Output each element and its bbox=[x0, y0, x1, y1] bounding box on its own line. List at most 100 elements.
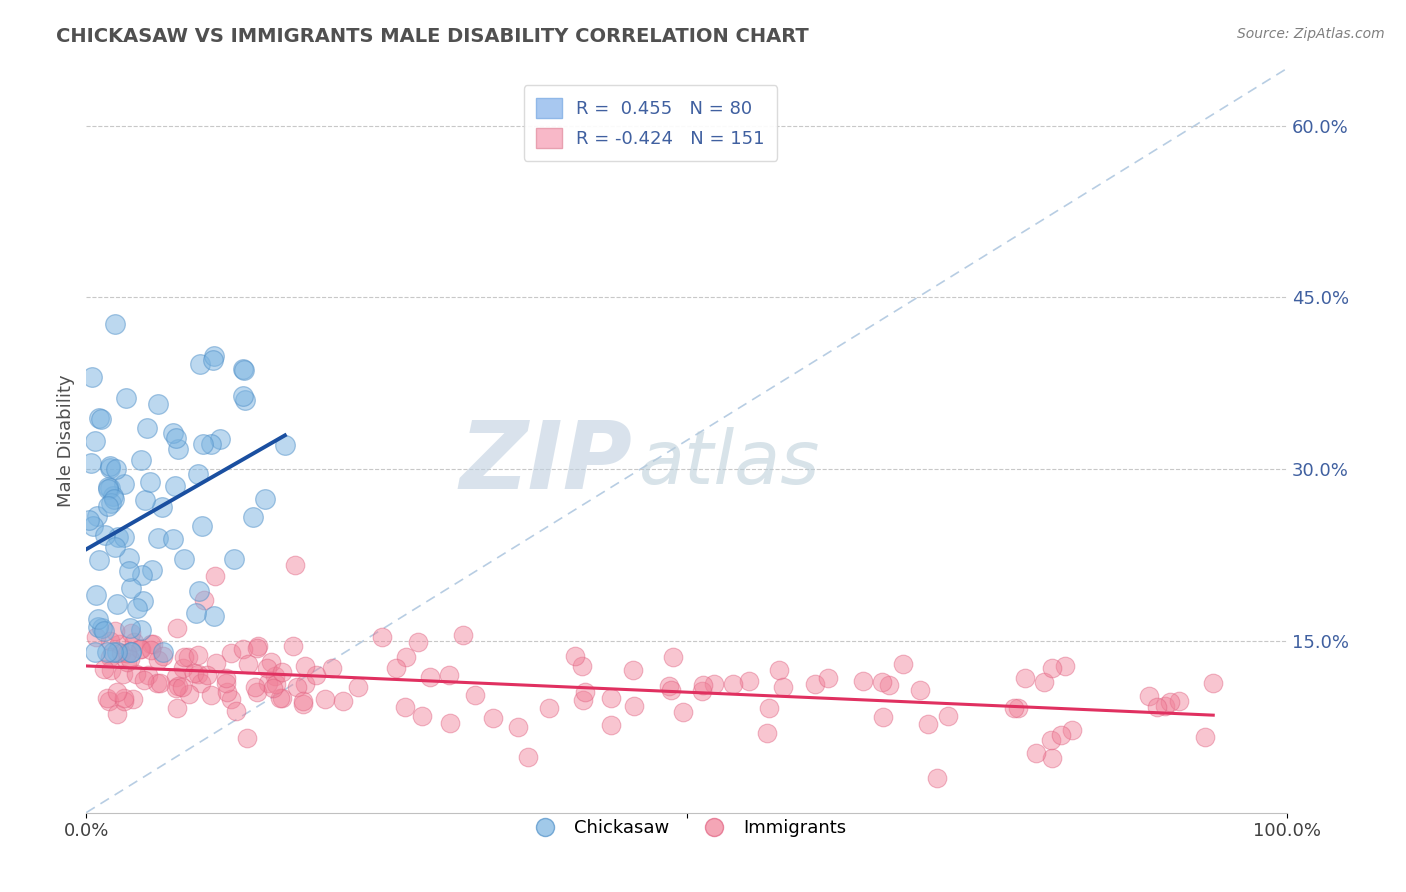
Point bbox=[1194, 730, 1216, 744]
Point bbox=[146, 675, 169, 690]
Point bbox=[139, 475, 162, 490]
Point bbox=[98, 458, 121, 473]
Point bbox=[120, 626, 142, 640]
Point bbox=[772, 680, 794, 694]
Point bbox=[200, 688, 222, 702]
Point bbox=[262, 681, 284, 695]
Point bbox=[166, 701, 188, 715]
Point bbox=[572, 692, 595, 706]
Point bbox=[193, 592, 215, 607]
Point bbox=[285, 680, 308, 694]
Point bbox=[659, 682, 682, 697]
Point bbox=[723, 677, 745, 691]
Point bbox=[215, 676, 238, 690]
Point bbox=[872, 675, 894, 690]
Point bbox=[162, 533, 184, 547]
Point bbox=[217, 685, 239, 699]
Point bbox=[439, 715, 461, 730]
Point bbox=[394, 700, 416, 714]
Point bbox=[1002, 701, 1025, 715]
Point bbox=[112, 530, 135, 544]
Point bbox=[129, 623, 152, 637]
Y-axis label: Male Disability: Male Disability bbox=[58, 375, 75, 507]
Point bbox=[246, 685, 269, 699]
Point bbox=[703, 677, 725, 691]
Point bbox=[517, 750, 540, 764]
Point bbox=[93, 528, 115, 542]
Point bbox=[232, 362, 254, 376]
Point bbox=[1168, 693, 1191, 707]
Point bbox=[1053, 659, 1076, 673]
Point bbox=[162, 425, 184, 440]
Point bbox=[190, 675, 212, 690]
Point bbox=[219, 647, 242, 661]
Point bbox=[1040, 751, 1063, 765]
Point bbox=[187, 583, 209, 598]
Point bbox=[136, 668, 159, 682]
Point bbox=[385, 661, 408, 675]
Point bbox=[269, 691, 291, 706]
Point bbox=[395, 650, 418, 665]
Point bbox=[451, 627, 474, 641]
Point bbox=[877, 678, 900, 692]
Point bbox=[804, 677, 827, 691]
Point bbox=[537, 700, 560, 714]
Point bbox=[242, 509, 264, 524]
Point bbox=[103, 489, 125, 503]
Point bbox=[908, 683, 931, 698]
Point bbox=[936, 709, 959, 723]
Point bbox=[186, 606, 208, 620]
Point bbox=[84, 434, 107, 448]
Point bbox=[170, 680, 193, 694]
Text: ZIP: ZIP bbox=[460, 417, 633, 508]
Point bbox=[419, 670, 441, 684]
Point bbox=[166, 442, 188, 457]
Point bbox=[98, 461, 121, 475]
Point bbox=[281, 639, 304, 653]
Point bbox=[671, 706, 693, 720]
Point bbox=[1050, 728, 1073, 742]
Point bbox=[131, 568, 153, 582]
Point bbox=[97, 482, 120, 496]
Point bbox=[118, 651, 141, 665]
Point bbox=[84, 645, 107, 659]
Point bbox=[177, 687, 200, 701]
Point bbox=[219, 691, 242, 706]
Point bbox=[142, 638, 165, 652]
Point bbox=[232, 641, 254, 656]
Point bbox=[100, 496, 122, 510]
Point bbox=[1146, 699, 1168, 714]
Point bbox=[891, 657, 914, 671]
Point bbox=[238, 657, 260, 671]
Point bbox=[173, 551, 195, 566]
Point bbox=[165, 431, 187, 445]
Point bbox=[256, 676, 278, 690]
Point bbox=[132, 594, 155, 608]
Point bbox=[187, 648, 209, 662]
Point bbox=[84, 589, 107, 603]
Point bbox=[177, 649, 200, 664]
Point bbox=[1159, 695, 1181, 709]
Point bbox=[146, 652, 169, 666]
Text: CHICKASAW VS IMMIGRANTS MALE DISABILITY CORRELATION CHART: CHICKASAW VS IMMIGRANTS MALE DISABILITY … bbox=[56, 27, 808, 45]
Point bbox=[84, 630, 107, 644]
Point bbox=[232, 389, 254, 403]
Point bbox=[77, 512, 100, 526]
Point bbox=[105, 597, 128, 611]
Point bbox=[292, 698, 315, 712]
Point bbox=[256, 661, 278, 675]
Point bbox=[82, 518, 104, 533]
Point bbox=[314, 692, 336, 706]
Point bbox=[202, 608, 225, 623]
Point bbox=[139, 643, 162, 657]
Point bbox=[1042, 661, 1064, 675]
Point bbox=[202, 353, 225, 368]
Point bbox=[1062, 723, 1084, 737]
Point bbox=[662, 649, 685, 664]
Point bbox=[120, 581, 142, 595]
Point bbox=[97, 694, 120, 708]
Point bbox=[107, 530, 129, 544]
Point bbox=[195, 668, 218, 682]
Point bbox=[187, 667, 209, 681]
Point bbox=[165, 681, 187, 695]
